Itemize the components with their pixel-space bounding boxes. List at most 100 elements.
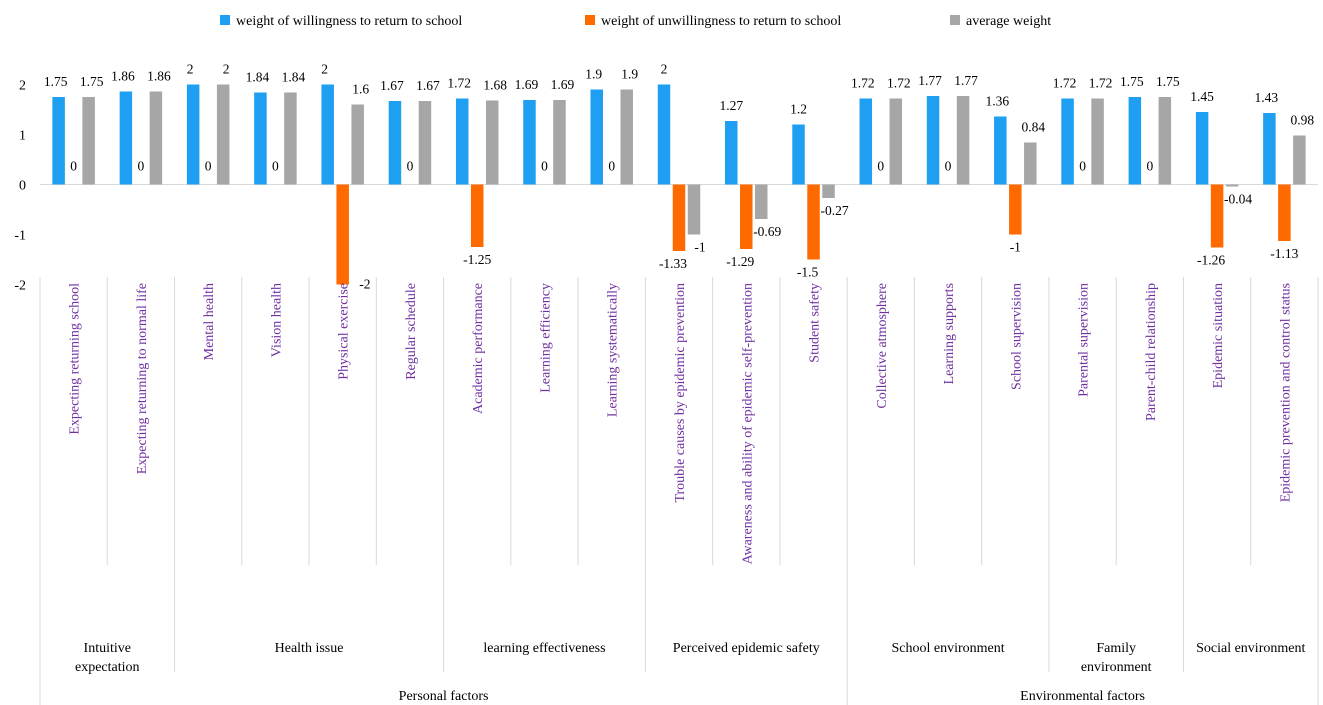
- data-label: 0: [70, 159, 77, 174]
- data-label: 0: [205, 159, 212, 174]
- data-label: 1.67: [416, 78, 440, 93]
- data-label: 0: [1079, 159, 1086, 174]
- bar: [254, 92, 267, 185]
- bar: [485, 100, 499, 185]
- data-label: 0: [877, 159, 884, 174]
- category-label: School supervision: [1009, 283, 1024, 390]
- bar: [186, 84, 200, 185]
- bar: [1210, 184, 1224, 248]
- data-label: 2: [321, 62, 328, 77]
- data-label: -1.13: [1270, 246, 1298, 261]
- bar: [725, 121, 738, 185]
- y-tick-label: -1: [14, 229, 26, 244]
- data-label: 2: [223, 62, 230, 77]
- bar: [418, 101, 432, 185]
- bar: [1091, 98, 1104, 185]
- category-label: Expecting returning school: [68, 283, 83, 435]
- data-label: 1.72: [447, 76, 471, 91]
- bar: [1293, 135, 1306, 185]
- bar: [52, 97, 65, 185]
- bar: [807, 184, 820, 260]
- data-label: 1.9: [585, 67, 602, 82]
- data-label: 1.6: [352, 82, 369, 97]
- y-tick-label: 2: [19, 79, 26, 94]
- bar: [553, 100, 566, 185]
- data-label: 1.84: [282, 70, 306, 85]
- bar: [119, 91, 133, 185]
- y-tick-label: -2: [14, 279, 26, 294]
- data-label: 1.27: [719, 98, 743, 113]
- data-label: 1.2: [790, 102, 807, 117]
- bar: [590, 89, 603, 185]
- data-label: 1.75: [44, 74, 68, 89]
- bar: [792, 124, 805, 185]
- category-label: Regular schedule: [404, 283, 419, 380]
- bar: [740, 184, 753, 249]
- bar: [1128, 97, 1142, 185]
- legend-label: weight of willingness to return to schoo…: [236, 14, 462, 29]
- data-label: 1.69: [515, 77, 539, 92]
- category-label: Vision health: [269, 283, 284, 357]
- category-label: Parental supervision: [1077, 283, 1092, 397]
- data-label: 1.75: [80, 74, 104, 89]
- bar: [82, 97, 95, 185]
- category-label: Academic performance: [471, 283, 486, 414]
- bar: [1225, 184, 1239, 187]
- legend-swatch: [950, 15, 960, 25]
- bar: [149, 91, 163, 185]
- data-label: 2: [187, 62, 194, 77]
- data-label: 0: [272, 159, 279, 174]
- bar: [859, 98, 873, 185]
- supergroup-label: Personal factors: [399, 689, 489, 704]
- category-label: Parent-child relationship: [1144, 283, 1159, 421]
- data-label: 0: [138, 159, 145, 174]
- data-label: 1.43: [1255, 90, 1279, 105]
- category-label: Epidemic situation: [1211, 283, 1226, 388]
- bar: [284, 92, 297, 185]
- data-label: 1.72: [1053, 76, 1077, 91]
- data-label: 1.86: [147, 69, 171, 84]
- data-label: 1.9: [621, 67, 638, 82]
- bar: [321, 84, 334, 185]
- category-label: Collective atmosphere: [875, 283, 890, 409]
- group-label: environment: [1081, 660, 1152, 675]
- supergroup-label: Environmental factors: [1020, 689, 1145, 704]
- data-label: 1.36: [986, 94, 1010, 109]
- bar: [1009, 184, 1022, 235]
- legend-swatch: [585, 15, 595, 25]
- data-label: 1.72: [1089, 76, 1113, 91]
- y-tick-label: 0: [19, 179, 26, 194]
- bar: [388, 101, 402, 185]
- bar: [956, 96, 970, 185]
- data-label: 1.72: [887, 76, 911, 91]
- group-label: School environment: [891, 641, 1004, 656]
- group-label: Health issue: [275, 641, 344, 656]
- category-label: Mental health: [202, 283, 217, 360]
- group-label: Intuitive: [84, 641, 131, 656]
- bar: [755, 184, 768, 219]
- legend-swatch: [220, 15, 230, 25]
- category-label: Trouble causes by epidemic prevention: [673, 283, 688, 503]
- bar: [1278, 184, 1291, 241]
- data-label: 0.84: [1022, 120, 1046, 135]
- bar: [687, 184, 701, 235]
- category-label: Epidemic prevention and control status: [1278, 283, 1293, 502]
- data-label: 1.67: [380, 78, 404, 93]
- data-label: -1: [1010, 240, 1021, 255]
- bar: [926, 96, 940, 185]
- category-label: Physical exercise: [337, 283, 352, 380]
- bar: [822, 184, 835, 198]
- bar: [523, 100, 536, 185]
- data-label: -2: [359, 277, 370, 292]
- bar: [889, 98, 903, 185]
- bar: [657, 84, 671, 185]
- data-label: -1.25: [463, 252, 491, 267]
- data-label: 1.77: [918, 73, 942, 88]
- bar: [1195, 112, 1209, 185]
- data-label: 1.75: [1156, 74, 1180, 89]
- bar: [620, 89, 633, 185]
- data-label: 0.98: [1291, 113, 1315, 128]
- data-label: 1.75: [1120, 74, 1144, 89]
- y-tick-label: 1: [19, 129, 26, 144]
